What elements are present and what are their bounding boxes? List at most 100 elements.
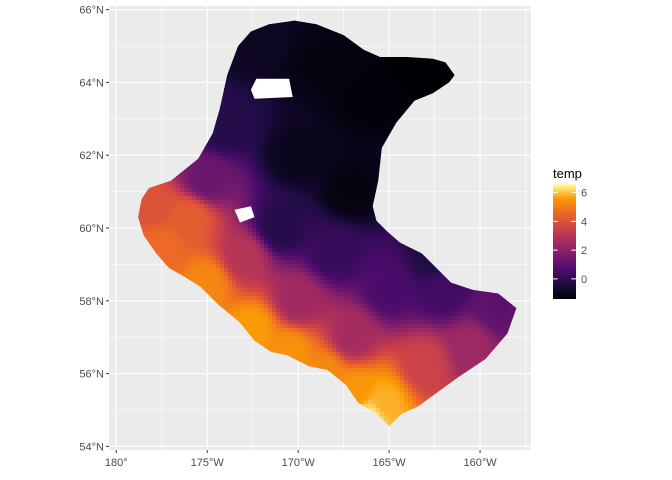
- raster-cell: [296, 140, 301, 145]
- raster-cell: [232, 112, 237, 117]
- raster-cell: [296, 156, 301, 161]
- raster-cell: [356, 96, 361, 101]
- raster-cell: [404, 80, 409, 85]
- raster-cell: [372, 216, 377, 221]
- raster-cell: [344, 212, 349, 217]
- raster-cell: [160, 212, 165, 217]
- raster-cell: [352, 148, 357, 153]
- raster-cell: [328, 52, 333, 57]
- raster-cell: [320, 204, 325, 209]
- raster-cell: [288, 184, 293, 189]
- raster-cell: [292, 60, 297, 65]
- raster-cell: [336, 212, 341, 217]
- raster-cell: [296, 48, 301, 53]
- raster-cell: [356, 148, 361, 153]
- raster-cell: [236, 108, 241, 113]
- raster-cell: [304, 60, 309, 65]
- raster-cell: [284, 208, 289, 213]
- raster-cell: [244, 128, 249, 133]
- raster-cell: [208, 192, 213, 197]
- raster-cell: [216, 152, 221, 157]
- raster-cell: [328, 64, 333, 69]
- raster-cell: [228, 164, 233, 169]
- raster-cell: [240, 56, 245, 61]
- raster-cell: [160, 208, 165, 213]
- raster-cell: [328, 192, 333, 197]
- raster-cell: [184, 176, 189, 181]
- raster-cell: [408, 100, 413, 105]
- raster-cell: [328, 96, 333, 101]
- raster-cell: [316, 176, 321, 181]
- raster-cell: [364, 196, 369, 201]
- raster-cell: [252, 104, 257, 109]
- raster-cell: [324, 28, 329, 33]
- raster-cell: [384, 132, 389, 137]
- raster-cell: [212, 212, 217, 217]
- raster-cell: [412, 56, 417, 61]
- raster-cell: [248, 152, 253, 157]
- raster-cell: [280, 216, 285, 221]
- raster-cell: [236, 136, 241, 141]
- raster-cell: [360, 48, 365, 53]
- raster-cell: [236, 72, 241, 77]
- raster-cell: [320, 128, 325, 133]
- raster-cell: [376, 148, 381, 153]
- raster-cell: [220, 108, 225, 113]
- raster-cell: [252, 60, 257, 65]
- raster-cell: [288, 128, 293, 133]
- raster-cell: [336, 164, 341, 169]
- raster-cell: [284, 28, 289, 33]
- raster-cell: [260, 188, 265, 193]
- raster-cell: [308, 36, 313, 41]
- raster-cell: [296, 112, 301, 117]
- raster-cell: [440, 80, 445, 85]
- raster-cell: [432, 60, 437, 65]
- raster-cell: [332, 104, 337, 109]
- raster-cell: [356, 180, 361, 185]
- raster-cell: [344, 192, 349, 197]
- raster-cell: [300, 112, 305, 117]
- raster-cell: [276, 64, 281, 69]
- raster-cell: [296, 172, 301, 177]
- raster-cell: [368, 192, 373, 197]
- raster-cell: [272, 144, 277, 149]
- raster-cell: [172, 204, 177, 209]
- raster-cell: [300, 132, 305, 137]
- raster-cell: [340, 92, 345, 97]
- raster-cell: [168, 188, 173, 193]
- raster-cell: [272, 176, 277, 181]
- raster-cell: [344, 112, 349, 117]
- raster-cell: [312, 160, 317, 165]
- raster-cell: [264, 108, 269, 113]
- raster-cell: [300, 180, 305, 185]
- raster-cell: [268, 36, 273, 41]
- raster-cell: [320, 188, 325, 193]
- raster-cell: [336, 152, 341, 157]
- raster-cell: [356, 108, 361, 113]
- raster-cell: [260, 128, 265, 133]
- raster-cell: [384, 112, 389, 117]
- raster-cell: [312, 196, 317, 201]
- raster-cell: [344, 184, 349, 189]
- raster-cell: [280, 200, 285, 205]
- raster-cell: [320, 180, 325, 185]
- raster-cell: [248, 60, 253, 65]
- raster-cell: [328, 76, 333, 81]
- raster-cell: [424, 64, 429, 69]
- raster-cell: [340, 140, 345, 145]
- raster-cell: [280, 196, 285, 201]
- raster-cell: [232, 176, 237, 181]
- raster-cell: [264, 32, 269, 37]
- raster-cell: [444, 68, 449, 73]
- raster-cell: [384, 76, 389, 81]
- raster-cell: [336, 136, 341, 141]
- raster-cell: [284, 24, 289, 29]
- raster-cell: [232, 216, 237, 221]
- raster-cell: [304, 48, 309, 53]
- raster-cell: [380, 108, 385, 113]
- raster-cell: [376, 68, 381, 73]
- raster-cell: [332, 84, 337, 89]
- raster-cell: [328, 44, 333, 49]
- raster-cell: [372, 100, 377, 105]
- raster-cell: [244, 76, 249, 81]
